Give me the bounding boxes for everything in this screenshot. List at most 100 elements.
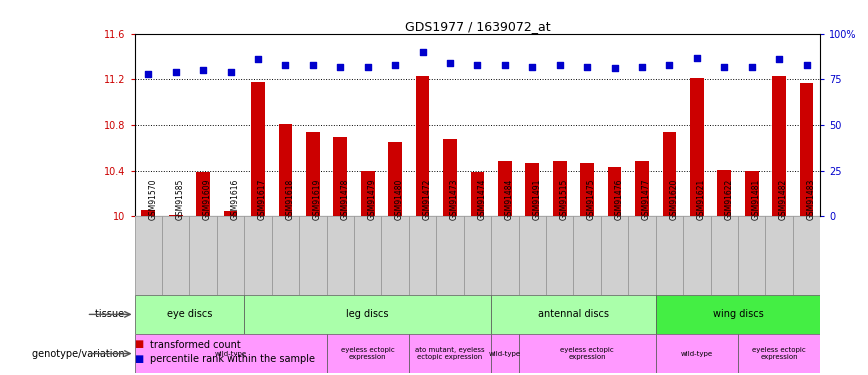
Point — [388, 62, 402, 68]
Point — [196, 67, 210, 73]
Text: GSM91476: GSM91476 — [615, 179, 623, 220]
Text: GSM91570: GSM91570 — [148, 179, 157, 220]
Text: eyeless ectopic
expression: eyeless ectopic expression — [341, 347, 395, 360]
Bar — [326, 334, 409, 373]
Bar — [491, 216, 518, 295]
Bar — [135, 216, 162, 295]
Point — [525, 64, 539, 70]
Bar — [444, 139, 457, 216]
Bar — [655, 216, 683, 295]
Text: leg discs: leg discs — [346, 309, 389, 320]
Text: GSM91617: GSM91617 — [258, 179, 267, 220]
Bar — [279, 124, 293, 216]
Text: ■: ■ — [135, 339, 147, 350]
Point — [662, 62, 676, 68]
Bar — [491, 334, 518, 373]
Text: GSM91478: GSM91478 — [340, 179, 349, 220]
Text: transformed count: transformed count — [150, 339, 241, 350]
Bar — [553, 160, 567, 216]
Bar — [635, 160, 649, 216]
Bar — [416, 76, 430, 216]
Bar — [409, 216, 437, 295]
Bar — [189, 216, 217, 295]
Text: GSM91621: GSM91621 — [697, 179, 706, 220]
Bar — [354, 216, 381, 295]
Text: eye discs: eye discs — [167, 309, 212, 320]
Bar — [251, 82, 265, 216]
Bar — [581, 163, 594, 216]
Text: GSM91472: GSM91472 — [423, 179, 431, 220]
Point — [224, 69, 238, 75]
Bar — [655, 295, 820, 334]
Bar — [306, 132, 319, 216]
Bar — [381, 216, 409, 295]
Bar — [766, 216, 792, 295]
Bar — [601, 216, 628, 295]
Text: ato mutant, eyeless
ectopic expression: ato mutant, eyeless ectopic expression — [415, 347, 485, 360]
Text: eyeless ectopic
expression: eyeless ectopic expression — [560, 347, 614, 360]
Point — [799, 62, 813, 68]
Text: tissue: tissue — [95, 309, 128, 320]
Bar — [272, 216, 299, 295]
Text: GSM91618: GSM91618 — [286, 179, 294, 220]
Point — [443, 60, 457, 66]
Text: GSM91480: GSM91480 — [395, 179, 404, 220]
Bar — [196, 172, 210, 216]
Text: GSM91474: GSM91474 — [477, 179, 486, 220]
Bar — [518, 334, 655, 373]
Text: percentile rank within the sample: percentile rank within the sample — [150, 354, 315, 364]
Bar — [799, 83, 813, 216]
Bar — [299, 216, 326, 295]
Bar — [662, 132, 676, 216]
Bar — [470, 172, 484, 216]
Text: GSM91475: GSM91475 — [587, 179, 596, 220]
Bar — [333, 136, 347, 216]
Text: GSM91609: GSM91609 — [203, 179, 212, 220]
Point — [361, 64, 375, 70]
Bar — [792, 216, 820, 295]
Point — [773, 56, 786, 62]
Text: GSM91481: GSM91481 — [752, 179, 760, 220]
Bar — [409, 334, 491, 373]
Text: GSM91515: GSM91515 — [560, 179, 569, 220]
Bar — [773, 76, 786, 216]
Text: GSM91484: GSM91484 — [505, 179, 514, 220]
Bar — [326, 216, 354, 295]
Bar — [690, 78, 704, 216]
Point — [333, 64, 347, 70]
Point — [306, 62, 319, 68]
Text: GSM91477: GSM91477 — [642, 179, 651, 220]
Text: wild-type: wild-type — [681, 351, 713, 357]
Point — [470, 62, 484, 68]
Bar — [162, 216, 189, 295]
Text: GSM91479: GSM91479 — [368, 179, 377, 220]
Bar — [135, 295, 244, 334]
Text: GSM91473: GSM91473 — [450, 179, 459, 220]
Text: GSM91585: GSM91585 — [175, 179, 185, 220]
Bar — [628, 216, 655, 295]
Point — [279, 62, 293, 68]
Text: eyeless ectopic
expression: eyeless ectopic expression — [753, 347, 806, 360]
Point — [635, 64, 649, 70]
Point — [717, 64, 731, 70]
Bar — [437, 216, 464, 295]
Title: GDS1977 / 1639072_at: GDS1977 / 1639072_at — [404, 20, 550, 33]
Bar — [244, 216, 272, 295]
Point — [251, 56, 265, 62]
Point — [580, 64, 594, 70]
Bar — [169, 215, 182, 216]
Text: GSM91619: GSM91619 — [312, 179, 322, 220]
Point — [168, 69, 182, 75]
Text: ■: ■ — [135, 354, 147, 364]
Point — [553, 62, 567, 68]
Bar — [518, 216, 546, 295]
Bar — [491, 295, 655, 334]
Bar — [361, 171, 375, 216]
Bar — [608, 167, 621, 216]
Text: GSM91491: GSM91491 — [532, 179, 542, 220]
Text: GSM91620: GSM91620 — [669, 179, 679, 220]
Text: GSM91616: GSM91616 — [231, 179, 240, 220]
Text: GSM91622: GSM91622 — [724, 179, 733, 220]
Bar — [525, 163, 539, 216]
Text: genotype/variation: genotype/variation — [32, 348, 128, 358]
